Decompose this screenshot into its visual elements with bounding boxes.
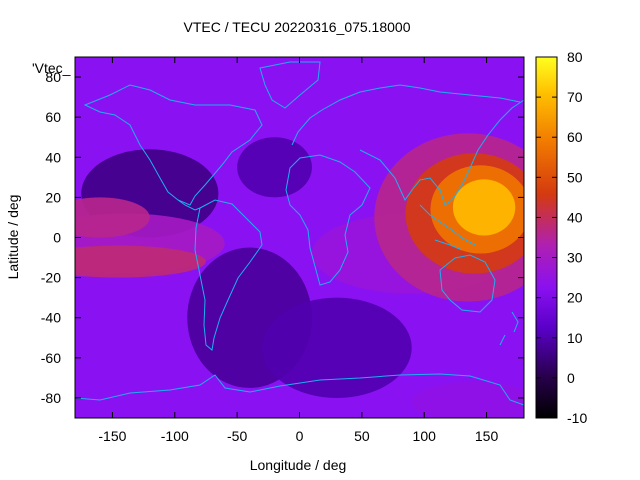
colorbar-tick-label: -10 <box>567 410 587 426</box>
colorbar-tick-label: 70 <box>567 89 583 105</box>
coastline-asia <box>359 99 524 206</box>
colorbar-tick-label: 30 <box>567 250 583 266</box>
key-label: 'Vtec_ <box>32 60 71 76</box>
x-axis: -150 -100 -50 0 50 100 150 <box>98 57 498 444</box>
heat-pacific-band-south <box>75 245 206 278</box>
colorbar-tick-label: 20 <box>567 290 583 306</box>
coastline-new-zealand <box>499 311 519 346</box>
coastline-europe <box>291 84 521 146</box>
coastline-north-america <box>83 84 263 206</box>
y-tick-label: -40 <box>41 310 61 326</box>
x-axis-title: Longitude / deg <box>250 457 347 473</box>
heat-antarctic-enhancement <box>411 381 524 418</box>
y-tick-label: 40 <box>45 149 61 165</box>
y-tick-label: 80 <box>45 69 61 85</box>
heat-low-southern-ocean <box>262 297 412 398</box>
colorbar <box>535 56 558 419</box>
coastline-maritime-se-asia <box>419 204 476 251</box>
heat-asia-peak <box>452 179 516 236</box>
colorbar-tick-label: 50 <box>567 169 583 185</box>
colorbar-tick-label: 40 <box>567 209 583 225</box>
y-tick-label: 0 <box>53 230 61 246</box>
y-axis-title: Latitude / deg <box>5 195 21 280</box>
coastline-antarctica <box>75 373 524 406</box>
colorbar-tick-label: 80 <box>567 49 583 65</box>
colorbar-tick-label: 10 <box>567 330 583 346</box>
coastline-africa <box>285 154 371 286</box>
y-tick-label: -20 <box>41 270 61 286</box>
x-tick-label: 100 <box>413 428 437 444</box>
x-tick-label: -50 <box>227 428 247 444</box>
x-tick-label: 50 <box>354 428 370 444</box>
chart-title: VTEC / TECU 20220316_075.18000 <box>183 19 410 35</box>
x-tick-label: -150 <box>98 428 126 444</box>
y-tick-label: 20 <box>45 189 61 205</box>
y-tick-label: -80 <box>41 390 61 406</box>
heat-pacific-band-north <box>75 197 150 238</box>
colorbar-axis: -10 0 10 20 30 40 50 60 70 80 <box>536 49 587 426</box>
y-tick-label: 60 <box>45 109 61 125</box>
x-tick-label: 0 <box>296 428 304 444</box>
x-tick-label: 150 <box>475 428 499 444</box>
coastline-australia <box>439 254 496 313</box>
colorbar-tick-label: 0 <box>567 370 575 386</box>
coastlines <box>75 61 524 406</box>
x-tick-label: -100 <box>161 428 189 444</box>
coastline-south-america <box>194 199 263 351</box>
heatmap-area <box>75 57 524 418</box>
colorbar-tick-label: 60 <box>567 129 583 145</box>
coastline-central-america <box>177 199 201 211</box>
y-tick-label: -60 <box>41 350 61 366</box>
y-axis: -80 -60 -40 -20 0 20 40 60 80 <box>41 69 524 406</box>
heat-low-north-atlantic <box>237 137 312 198</box>
